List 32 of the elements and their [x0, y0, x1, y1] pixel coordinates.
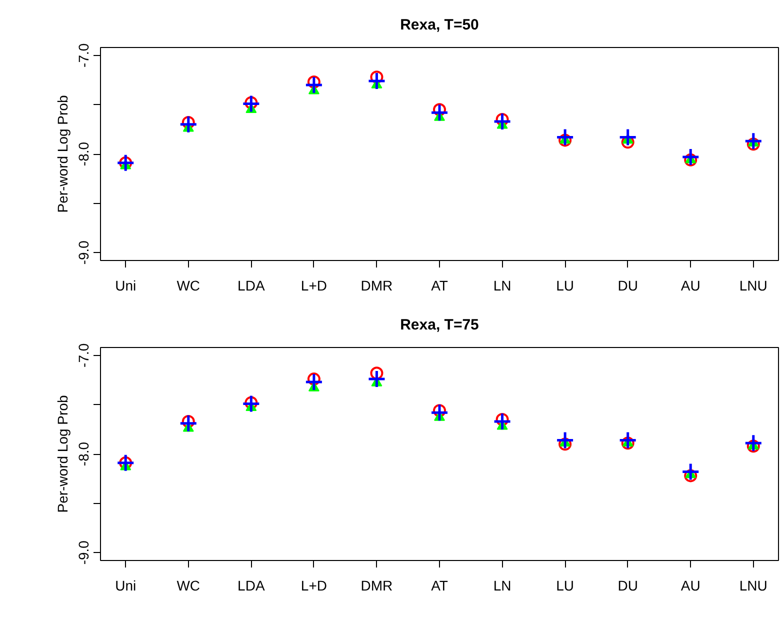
- y-tick-label: -9.0: [76, 540, 92, 565]
- x-tick-label: LU: [556, 278, 574, 294]
- y-axis-title: Per-word Log Prob: [54, 395, 70, 513]
- x-tick-label: LNU: [739, 278, 768, 294]
- y-tick-label: -7.0: [76, 43, 92, 68]
- x-tick-label: WC: [176, 278, 200, 294]
- chart-title: Rexa, T=50: [400, 16, 479, 34]
- x-tick-label: LU: [556, 578, 574, 594]
- chart-title: Rexa, T=75: [400, 316, 479, 334]
- x-tick-label: LN: [493, 578, 512, 594]
- y-tick-label: -8.0: [76, 142, 92, 166]
- x-tick-label: AU: [680, 578, 700, 594]
- x-tick-label: LDA: [238, 278, 266, 294]
- x-tick-label: WC: [176, 578, 200, 594]
- x-tick-label: LDA: [238, 578, 266, 594]
- x-tick-label: LN: [493, 278, 512, 294]
- y-axis-title: Per-word Log Prob: [54, 95, 70, 213]
- y-tick-label: -7.0: [76, 343, 92, 368]
- x-tick-label: L+D: [300, 278, 327, 294]
- x-tick-label: AT: [431, 578, 448, 594]
- x-tick-label: Uni: [115, 278, 136, 294]
- x-tick-label: Uni: [115, 578, 136, 594]
- x-tick-label: DMR: [360, 278, 393, 294]
- x-tick-label: LNU: [739, 578, 768, 594]
- x-tick-label: AU: [680, 278, 700, 294]
- x-tick-label: DU: [618, 578, 638, 594]
- x-tick-label: DU: [618, 278, 638, 294]
- y-tick-label: -9.0: [76, 240, 92, 265]
- x-tick-label: L+D: [300, 578, 327, 594]
- x-tick-label: DMR: [360, 578, 393, 594]
- y-tick-label: -8.0: [76, 442, 92, 466]
- x-tick-label: AT: [431, 278, 448, 294]
